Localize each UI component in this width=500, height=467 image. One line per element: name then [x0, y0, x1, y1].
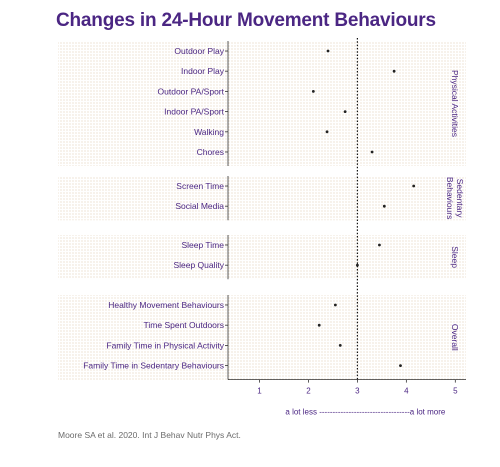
data-point [382, 204, 386, 208]
data-point [370, 150, 374, 154]
source-citation: Moore SA et al. 2020. Int J Behav Nutr P… [58, 430, 241, 440]
item-label: Healthy Movement Behaviours [108, 300, 224, 310]
data-point [317, 323, 321, 327]
item-label: Time Spent Outdoors [144, 320, 224, 330]
data-point [311, 90, 315, 93]
item-label: Family Time in Sedentary Behaviours [83, 361, 224, 371]
group-panel [58, 41, 466, 166]
item-label: Indoor PA/Sport [164, 107, 224, 117]
item-rows: Outdoor Play Indoor Play Outdoor PA/Sport I… [83, 46, 416, 371]
data-point [343, 110, 347, 113]
group-label: SedentaryBehaviours [445, 177, 465, 220]
x-tick-label: 3 [355, 387, 360, 396]
item-label: Sleep Quality [173, 260, 224, 270]
x-tick-label: 1 [257, 387, 262, 396]
x-tick-label: 5 [453, 387, 458, 396]
data-point [355, 263, 359, 267]
x-tick-label: 2 [306, 387, 311, 396]
data-point [325, 130, 329, 134]
data-point [326, 49, 330, 53]
group-label: Overall [450, 324, 460, 351]
data-point [399, 364, 402, 367]
item-label: Walking [194, 127, 224, 137]
item-label: Family Time in Physical Activity [106, 340, 224, 350]
scale-caption: a lot less -----------------------------… [285, 408, 445, 417]
group-panels [58, 41, 466, 380]
group-label: Sleep [450, 246, 460, 268]
data-point [412, 184, 416, 188]
item-label: Screen Time [176, 181, 224, 191]
data-point [392, 69, 396, 73]
item-label: Social Media [175, 201, 224, 211]
x-tick-label: 4 [404, 387, 409, 396]
item-label: Indoor Play [181, 66, 225, 76]
group-panel [58, 295, 466, 380]
group-label: Physical Activities [450, 70, 460, 137]
item-label: Chores [197, 147, 224, 157]
group-panel [58, 176, 466, 221]
data-point [338, 344, 342, 347]
x-axis: 1 2 3 4 5 a lot less ------------------------… [228, 379, 466, 417]
group-panel [58, 235, 466, 280]
group-labels: Physical Activities SedentaryBehaviours Sl… [445, 70, 465, 351]
chart-title: Changes in 24-Hour Movement Behaviours [56, 10, 436, 31]
item-label: Sleep Time [181, 240, 224, 250]
data-point [378, 243, 381, 247]
data-point [333, 303, 337, 307]
item-label: Outdoor Play [174, 46, 224, 56]
item-label: Outdoor PA/Sport [158, 86, 225, 96]
